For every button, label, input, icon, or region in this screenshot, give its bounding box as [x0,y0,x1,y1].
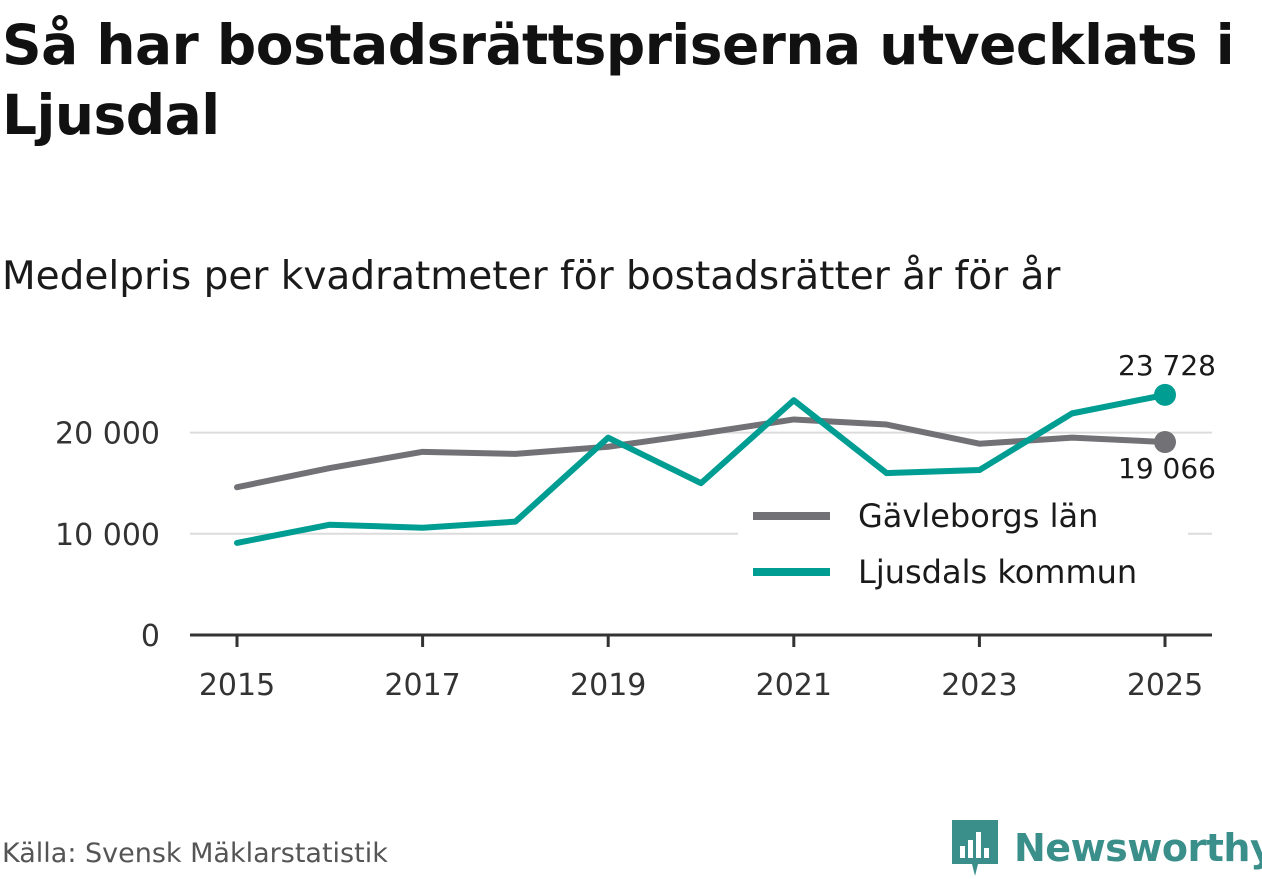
x-tick-label: 2023 [941,668,1017,703]
series-line-1 [234,416,1168,491]
legend-label: Ljusdals kommun [858,553,1137,591]
x-tick-label: 2015 [199,668,275,703]
y-tick-label: 20 000 [55,417,160,452]
end-point-marker [1154,383,1176,406]
x-tick-label: 2025 [1127,668,1203,703]
x-tick-label: 2019 [570,668,646,703]
series-lines [234,391,1168,546]
y-axis-tick-labels: 0 10 000 20 000 [55,417,160,654]
chart-title: Så har bostadsrättspriserna utvecklats i… [2,13,1235,147]
legend-background [738,492,1188,600]
brand-logo: Newsworthy [950,818,1262,878]
end-value-label: 23 728 [1118,349,1216,382]
x-axis-ticks: 2015 2017 2019 2021 2023 2025 [199,635,1203,703]
legend: Gävleborgs län Ljusdals kommun [738,492,1188,600]
chart-subtitle: Medelpris per kvadratmeter för bostadsrä… [2,254,1061,299]
y-tick-label: 0 [141,619,160,654]
y-tick-label: 10 000 [55,518,160,553]
newsworthy-logo-icon [952,820,998,876]
x-tick-label: 2017 [384,668,460,703]
end-labels: 19 066 23 728 [1118,349,1216,485]
end-point-marker [1154,431,1176,454]
line-chart: 0 10 000 20 000 2015 2017 2019 2021 2023 2025 G… [55,349,1216,703]
brand-name: Newsworthy [1014,826,1262,870]
x-tick-label: 2021 [756,668,832,703]
end-value-label: 19 066 [1118,452,1216,485]
legend-label: Gävleborgs län [858,497,1098,535]
series-line-2 [234,391,1168,546]
source-note: Källa: Svensk Mäklarstatistik [2,838,388,869]
